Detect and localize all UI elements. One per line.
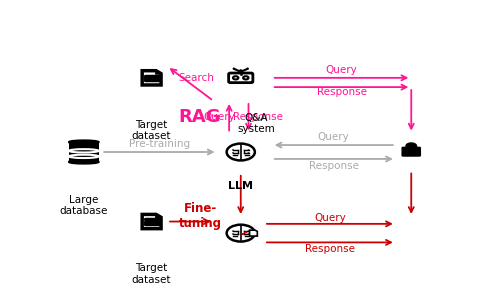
Polygon shape xyxy=(69,142,98,162)
Circle shape xyxy=(246,68,249,69)
Text: Target
dataset: Target dataset xyxy=(132,119,172,141)
Circle shape xyxy=(248,233,250,234)
Circle shape xyxy=(232,233,234,234)
Text: Query: Query xyxy=(314,213,346,223)
Circle shape xyxy=(240,69,242,71)
Text: Query: Query xyxy=(326,65,358,75)
Circle shape xyxy=(226,225,255,242)
Circle shape xyxy=(248,152,250,154)
Text: Pre-training: Pre-training xyxy=(129,139,190,149)
Circle shape xyxy=(241,233,244,235)
Circle shape xyxy=(232,152,234,154)
Text: Response: Response xyxy=(309,161,359,171)
Text: Response: Response xyxy=(233,112,283,122)
Text: RAG: RAG xyxy=(179,108,222,126)
Polygon shape xyxy=(156,214,161,217)
Text: Q&A
system: Q&A system xyxy=(238,113,275,134)
Text: LLM: LLM xyxy=(228,181,254,191)
FancyBboxPatch shape xyxy=(402,147,421,157)
Polygon shape xyxy=(142,214,161,229)
Circle shape xyxy=(244,231,248,233)
Text: Target
dataset: Target dataset xyxy=(132,263,172,285)
FancyBboxPatch shape xyxy=(228,73,253,83)
Text: Response: Response xyxy=(305,244,355,254)
Circle shape xyxy=(232,149,234,150)
Circle shape xyxy=(233,76,238,79)
Polygon shape xyxy=(142,71,161,85)
Text: Query: Query xyxy=(318,132,350,142)
Ellipse shape xyxy=(69,141,98,144)
Text: Response: Response xyxy=(316,87,366,97)
Circle shape xyxy=(243,76,248,79)
Text: Search: Search xyxy=(178,73,214,83)
Ellipse shape xyxy=(69,160,98,163)
Circle shape xyxy=(232,68,235,69)
Text: Query: Query xyxy=(204,112,236,122)
Polygon shape xyxy=(156,71,161,74)
Circle shape xyxy=(406,142,417,149)
Circle shape xyxy=(226,144,255,160)
Circle shape xyxy=(248,149,250,150)
Polygon shape xyxy=(250,230,258,236)
Text: Large
database: Large database xyxy=(60,195,108,216)
Text: Fine-
tuning: Fine- tuning xyxy=(178,202,222,230)
